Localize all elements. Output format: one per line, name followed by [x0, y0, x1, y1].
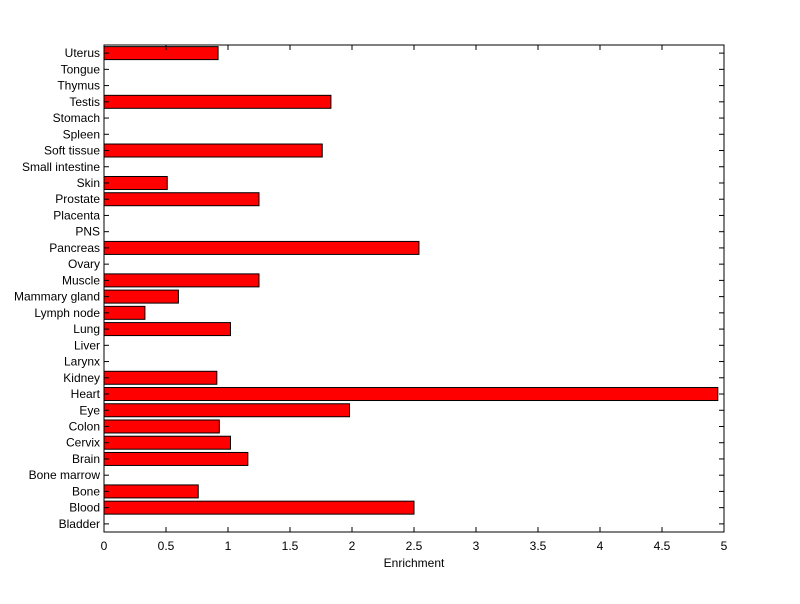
bar-lung [103, 322, 231, 337]
bar-heart [103, 387, 719, 402]
bar-blood [103, 500, 415, 515]
bar-soft-tissue [103, 143, 323, 158]
x-tick-label: 0.5 [158, 539, 175, 553]
bar-kidney [103, 370, 218, 385]
y-tick-label-bone: Bone [72, 484, 100, 498]
bar-eye [103, 403, 351, 418]
bars-layer [103, 46, 719, 515]
y-tick-label-colon: Colon [69, 419, 100, 433]
y-tick-label-prostate: Prostate [55, 192, 100, 206]
x-tick-label: 2 [349, 539, 356, 553]
bar-mammary-gland [103, 289, 179, 304]
x-tick-label: 4.5 [654, 539, 671, 553]
y-tick-label-uterus: Uterus [65, 46, 100, 60]
bar-cervix [103, 435, 231, 450]
y-tick-label-heart: Heart [71, 387, 101, 401]
bar-muscle [103, 273, 260, 288]
y-tick-label-pancreas: Pancreas [49, 241, 100, 255]
x-tick-label: 3.5 [530, 539, 547, 553]
y-tick-label-larynx: Larynx [64, 355, 100, 369]
plot-area-frame [103, 44, 725, 533]
bar-testis [103, 94, 332, 109]
y-tick-label-blood: Blood [69, 501, 100, 515]
y-tick-label-lung: Lung [73, 322, 100, 336]
y-tick-label-stomach: Stomach [53, 111, 100, 125]
bar-uterus [103, 46, 219, 61]
x-tick-label: 0 [101, 539, 108, 553]
x-tick-label: 1 [225, 539, 232, 553]
labels-layer: Bladder Blood Bone Bone marrow Brain Cervix Co… [14, 46, 728, 553]
x-tick-label: 3 [473, 539, 480, 553]
y-tick-label-brain: Brain [72, 452, 100, 466]
y-tick-label-liver: Liver [74, 338, 100, 352]
y-tick-label-muscle: Muscle [62, 273, 100, 287]
bar-pancreas [103, 240, 420, 255]
y-tick-label-cervix: Cervix [66, 436, 100, 450]
bar-skin [103, 175, 168, 190]
x-tick-label: 2.5 [406, 539, 423, 553]
y-tick-label-skin: Skin [77, 176, 100, 190]
y-tick-label-soft-tissue: Soft tissue [44, 144, 100, 158]
x-tick-label: 4 [597, 539, 604, 553]
bar-brain [103, 451, 249, 466]
y-tick-label-eye: Eye [79, 403, 100, 417]
y-tick-label-spleen: Spleen [63, 127, 100, 141]
bar-prostate [103, 192, 260, 207]
y-tick-label-kidney: Kidney [63, 371, 100, 385]
y-tick-label-placenta: Placenta [53, 208, 100, 222]
y-tick-label-bone-marrow: Bone marrow [29, 468, 101, 482]
bar-lymph-node [103, 305, 146, 320]
y-tick-label-testis: Testis [69, 95, 100, 109]
y-tick-label-ovary: Ovary [68, 257, 100, 271]
x-tick-label: 5 [721, 539, 728, 553]
y-tick-label-mammary-gland: Mammary gland [14, 290, 100, 304]
bar-colon [103, 419, 220, 434]
x-axis-label: Enrichment [384, 556, 445, 570]
y-tick-label-bladder: Bladder [59, 517, 100, 531]
y-tick-label-tongue: Tongue [61, 62, 101, 76]
y-tick-label-small-intestine: Small intestine [22, 160, 100, 174]
bar-bone [103, 484, 199, 499]
x-tick-label: 1.5 [282, 539, 299, 553]
y-tick-label-lymph-node: Lymph node [34, 306, 100, 320]
y-tick-label-pns: PNS [75, 225, 100, 239]
y-tick-label-thymus: Thymus [57, 79, 100, 93]
